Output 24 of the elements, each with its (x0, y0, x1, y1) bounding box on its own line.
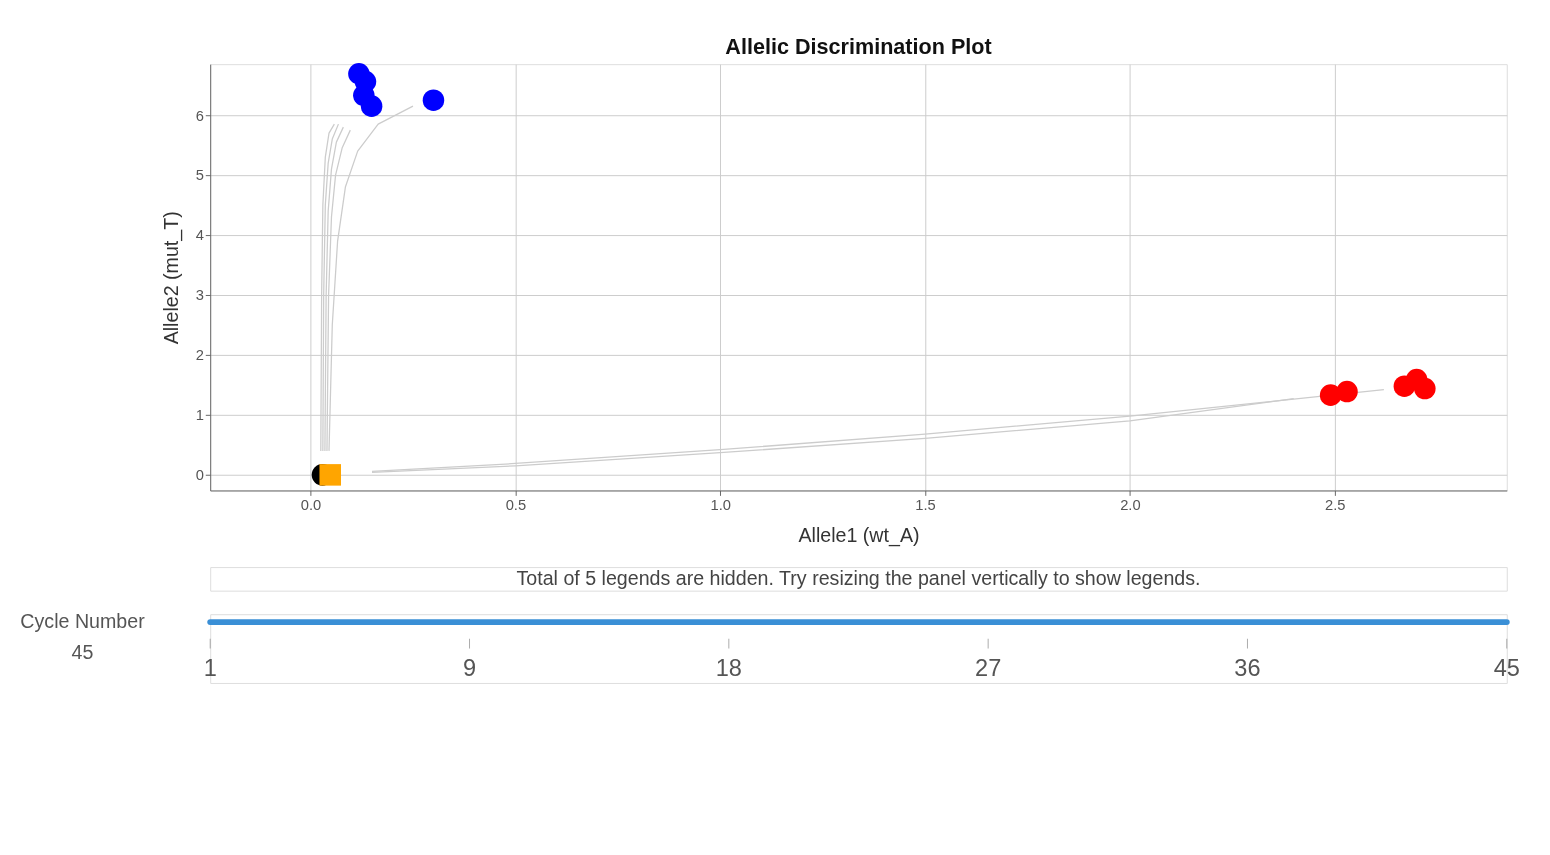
x-axis-title: Allele1 (wt_A) (798, 524, 920, 548)
chart-title: Allelic Discrimination Plot (725, 34, 992, 60)
y-tick-label: 3 (195, 287, 204, 304)
text: 9 (462, 655, 477, 682)
y-tick-label: 2 (195, 347, 204, 364)
text: Cycle Number (20, 609, 146, 632)
y-tick-label: 0 (195, 467, 204, 484)
x-tick-label: 2.0 (1120, 496, 1141, 513)
text: 18 (715, 655, 742, 682)
x-tick-label: 1.0 (710, 496, 731, 513)
x-tick-label: 2.5 (1324, 496, 1346, 513)
text: 45 (1493, 655, 1520, 682)
text: Total of 5 legends are hidden. Try resizing the panel vertically to show legends. (516, 566, 1201, 589)
text: 27 (975, 655, 1002, 682)
y-tick-label: 4 (195, 227, 204, 244)
x-tick-label: 1.5 (915, 496, 936, 513)
y-tick-label: 5 (195, 167, 204, 184)
x-tick-label: 0.0 (300, 496, 322, 513)
text: 45 (71, 641, 94, 664)
x-tick-label: 0.5 (505, 496, 527, 513)
y-axis-title: Allele2 (mut_T) (159, 211, 183, 345)
y-tick-label: 1 (195, 407, 204, 424)
text: 36 (1234, 655, 1261, 682)
y-tick-label: 6 (195, 107, 204, 124)
